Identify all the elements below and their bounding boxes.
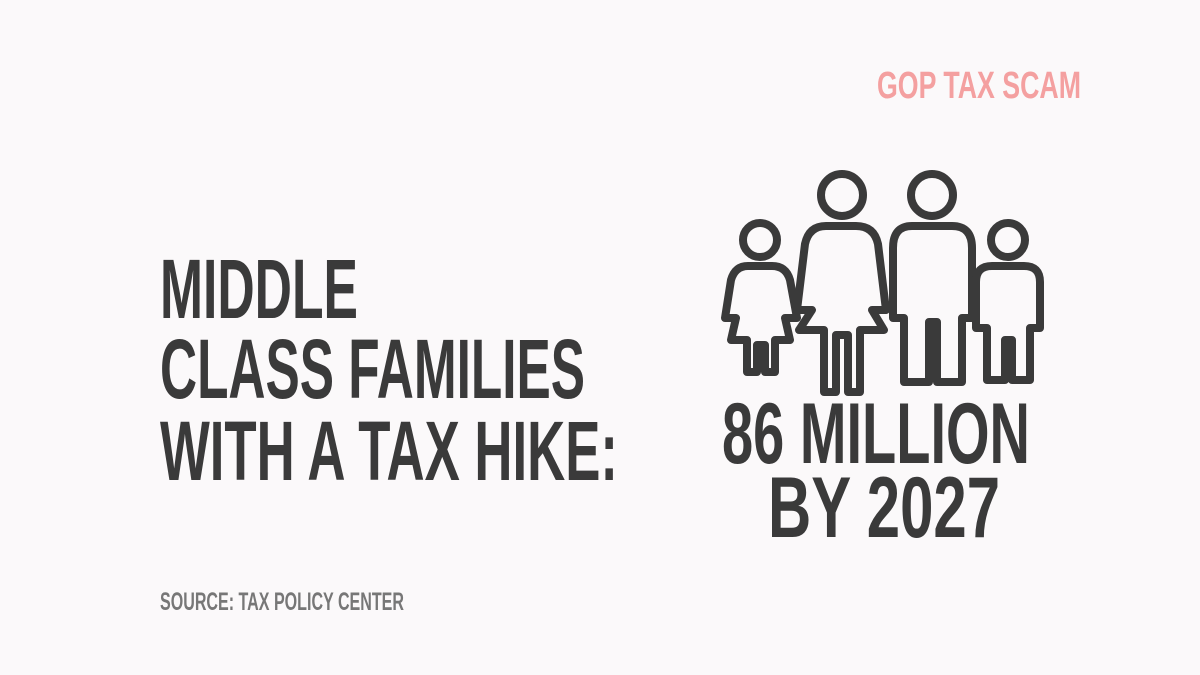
brand: GOP TAX SCAM — [877, 65, 1081, 107]
headline-line: WITH A TAX HIKE: — [160, 404, 618, 498]
stat-line: 86 MILLION — [722, 386, 1030, 482]
headline-line: CLASS FAMILIES — [160, 322, 585, 416]
head — [739, 219, 781, 261]
family-icon — [721, 170, 1044, 396]
boy — [972, 262, 1044, 384]
head — [987, 219, 1029, 261]
head — [907, 170, 957, 220]
source: SOURCE: TAX POLICY CENTER — [160, 588, 404, 616]
girl — [721, 262, 801, 376]
woman — [793, 222, 890, 396]
stat-line: BY 2027 — [768, 460, 1000, 556]
headline-line: MIDDLE — [160, 242, 358, 336]
head — [817, 170, 867, 220]
man — [889, 222, 976, 386]
